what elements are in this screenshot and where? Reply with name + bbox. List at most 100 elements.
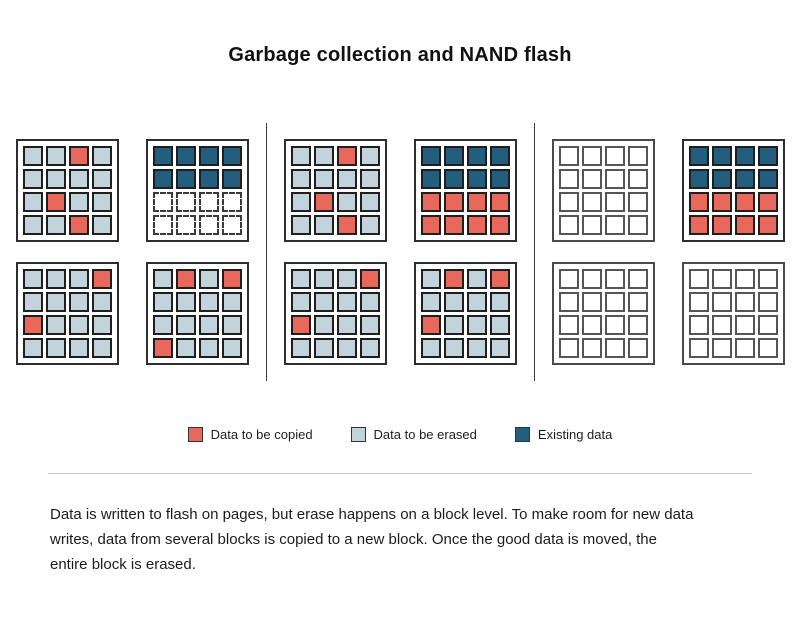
page-cell-copied: [359, 269, 380, 289]
page-cell-copied: [336, 215, 357, 235]
page-cell-existing: [466, 146, 487, 166]
page-cell-empty: [604, 292, 625, 312]
page-cell-copied: [420, 192, 441, 212]
page-cell-existing: [420, 169, 441, 189]
page-cell-existing: [443, 146, 464, 166]
panels-row: [0, 123, 800, 381]
nand-block: [15, 262, 119, 365]
page-cell-empty: [558, 315, 579, 335]
legend: Data to be copied Data to be erased Exis…: [0, 427, 800, 442]
page-cell-existing: [221, 169, 242, 189]
page-cell-erased: [45, 269, 66, 289]
page-title: Garbage collection and NAND flash: [228, 44, 572, 66]
page-cell-erased: [290, 269, 311, 289]
nand-block: [145, 262, 249, 365]
page-cell-copied: [688, 215, 709, 235]
nand-block: [681, 262, 785, 365]
page-cell-erased: [45, 338, 66, 358]
page-cell-existing: [734, 146, 755, 166]
page-cell-empty: [711, 269, 732, 289]
page-cell-erased: [45, 146, 66, 166]
page-cell-erased: [152, 292, 173, 312]
page-cell-erased: [68, 269, 89, 289]
page-cell-erased: [68, 315, 89, 335]
legend-label: Data to be erased: [373, 427, 477, 442]
page-cell-erased: [290, 292, 311, 312]
page-cell-erased: [198, 292, 219, 312]
legend-item-copied: Data to be copied: [187, 427, 313, 442]
page-cell-copied: [757, 215, 778, 235]
page-cell-erased: [221, 292, 242, 312]
page-cell-erased: [313, 215, 334, 235]
page-cell-erased: [489, 292, 510, 312]
panel-stage-1: [15, 139, 249, 365]
page-cell-empty: [604, 146, 625, 166]
nand-block: [413, 139, 517, 242]
page-cell-empty: [558, 338, 579, 358]
page-cell-empty: [558, 192, 579, 212]
page-cell-erased: [313, 292, 334, 312]
page-cell-copied: [489, 269, 510, 289]
page-cell-existing: [711, 169, 732, 189]
page-cell-erased: [152, 315, 173, 335]
page-cell-erased: [443, 315, 464, 335]
page-cell-erased: [290, 215, 311, 235]
page-cell-copied: [290, 315, 311, 335]
page-cell-empty: [558, 169, 579, 189]
page-cell-copied: [734, 192, 755, 212]
page-cell-copied: [688, 192, 709, 212]
page-cell-existing: [221, 146, 242, 166]
page-cell-empty: [558, 292, 579, 312]
page-cell-empty: [734, 292, 755, 312]
page-cell-existing: [489, 146, 510, 166]
page-cell-empty: [688, 315, 709, 335]
page-cell-copied: [45, 192, 66, 212]
page-cell-erased: [290, 169, 311, 189]
page-cell-copied: [420, 315, 441, 335]
page-cell-copied: [466, 192, 487, 212]
panel-divider: [265, 123, 267, 381]
page-cell-existing: [688, 146, 709, 166]
nand-block: [145, 139, 249, 242]
nand-block: [551, 139, 655, 242]
page-cell-empty: [627, 315, 648, 335]
page-cell-existing: [757, 169, 778, 189]
page-cell-erased: [420, 338, 441, 358]
page-cell-erased: [22, 192, 43, 212]
page-cell-empty: [734, 315, 755, 335]
page-cell-erased: [45, 215, 66, 235]
page-cell-empty: [757, 315, 778, 335]
page-cell-erased: [489, 315, 510, 335]
page-cell-erased: [313, 338, 334, 358]
page-cell-existing: [175, 169, 196, 189]
page-cell-empty: [688, 338, 709, 358]
panel-stage-2: [283, 139, 517, 365]
page-cell-free: [221, 192, 242, 212]
page-cell-existing: [198, 146, 219, 166]
page-cell-erased: [22, 292, 43, 312]
page-cell-erased: [420, 292, 441, 312]
nand-block: [283, 262, 387, 365]
page-cell-existing: [489, 169, 510, 189]
page-cell-empty: [604, 315, 625, 335]
page-cell-existing: [688, 169, 709, 189]
page-cell-free: [152, 215, 173, 235]
page-cell-erased: [91, 292, 112, 312]
page-cell-erased: [22, 215, 43, 235]
page-cell-erased: [221, 315, 242, 335]
page-cell-erased: [466, 338, 487, 358]
page-cell-erased: [175, 315, 196, 335]
page-cell-empty: [627, 338, 648, 358]
page-cell-erased: [68, 169, 89, 189]
page-cell-empty: [604, 269, 625, 289]
nand-block: [551, 262, 655, 365]
page-cell-erased: [22, 338, 43, 358]
page-cell-existing: [420, 146, 441, 166]
legend-item-erased: Data to be erased: [350, 427, 477, 442]
section-divider: [48, 473, 752, 474]
page-cell-empty: [757, 292, 778, 312]
page-cell-copied: [711, 215, 732, 235]
page-cell-empty: [734, 269, 755, 289]
page-cell-empty: [627, 215, 648, 235]
